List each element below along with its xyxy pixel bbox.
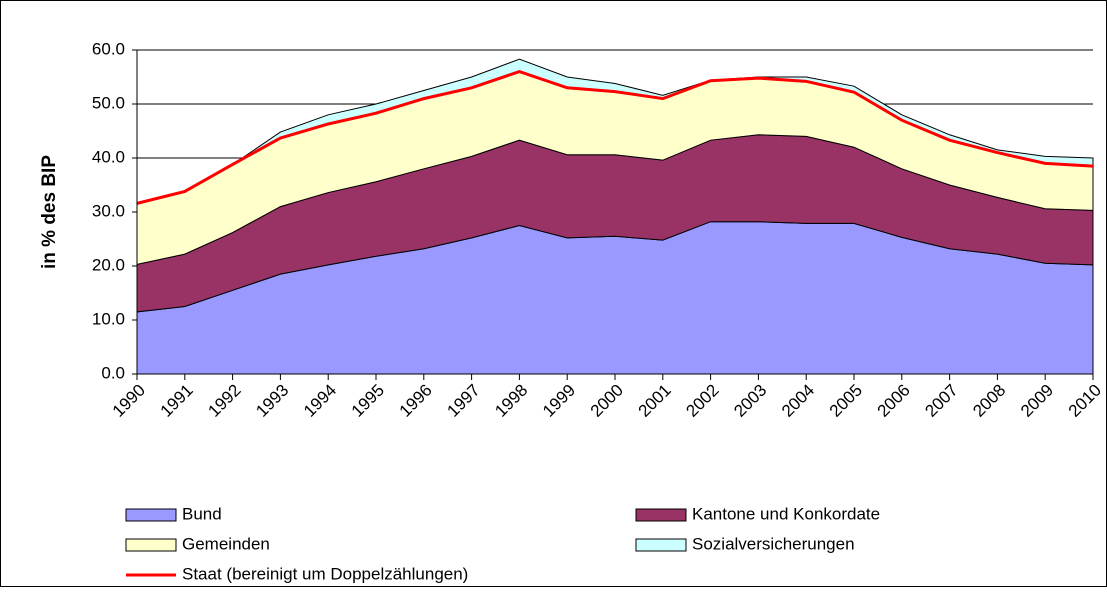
y-tick-label: 50.0 [92,93,125,112]
y-tick-label: 0.0 [101,363,125,382]
y-tick-label: 10.0 [92,309,125,328]
y-tick-label: 40.0 [92,147,125,166]
y-tick-label: 60.0 [92,39,125,58]
y-axis-label: in % des BIP [39,155,60,269]
legend-label: Kantone und Konkordate [692,504,880,523]
legend-label: Staat (bereinigt um Doppelzählungen) [182,564,468,583]
y-tick-label: 30.0 [92,201,125,220]
legend-label: Sozialversicherungen [692,534,855,553]
legend-label: Bund [182,504,222,523]
line [136,70,1094,205]
legend-swatch [635,538,687,552]
legend-label: Gemeinden [182,534,270,553]
legend-swatch [125,538,177,552]
legend-swatch [125,508,177,522]
legend-swatch [635,508,687,522]
y-tick-label: 20.0 [92,255,125,274]
